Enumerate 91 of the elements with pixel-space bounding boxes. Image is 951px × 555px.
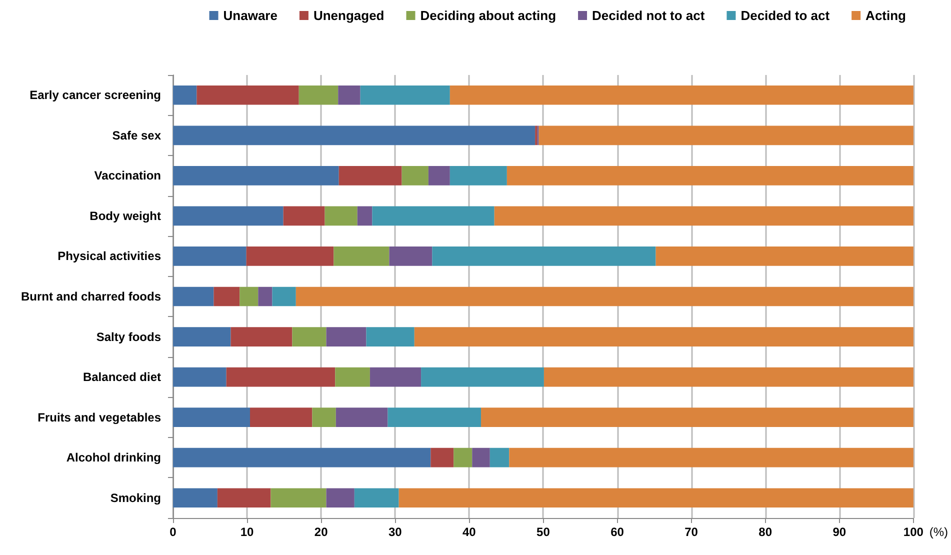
- x-tick-label: 70: [684, 525, 698, 539]
- bar: [430, 448, 454, 468]
- bar: [421, 367, 544, 387]
- y-tick-label: Smoking: [110, 490, 161, 505]
- bar: [324, 206, 358, 226]
- y-tick-label: Physical activities: [58, 249, 162, 264]
- bar: [370, 367, 422, 387]
- bar: [414, 327, 914, 346]
- legend-label: Deciding about acting: [420, 8, 556, 23]
- y-tick-label: Vaccination: [94, 168, 161, 183]
- bar: [472, 448, 490, 468]
- legend-label: Decided not to act: [592, 8, 706, 23]
- legend-label: Unengaged: [313, 8, 384, 23]
- bar: [450, 166, 507, 186]
- bar: [296, 286, 914, 306]
- bar: [428, 166, 450, 186]
- bar: [357, 206, 372, 226]
- bar: [506, 166, 914, 186]
- x-tick-label: 0: [170, 525, 177, 539]
- x-tick-label: 50: [536, 525, 550, 539]
- bar: [481, 408, 914, 427]
- y-tick-label: Alcohol drinking: [66, 450, 161, 465]
- bar: [334, 246, 390, 266]
- y-tick-label: Early cancer screening: [30, 88, 161, 102]
- bar: [402, 166, 428, 186]
- bar: [338, 85, 360, 105]
- bar: [336, 408, 388, 427]
- bar: [173, 166, 339, 186]
- x-tick-label: 40: [462, 525, 476, 539]
- bar: [454, 448, 472, 468]
- bar: [388, 408, 482, 427]
- legend-label: Unaware: [223, 8, 278, 23]
- bar: [326, 488, 354, 508]
- legend-label: Acting: [866, 8, 906, 23]
- bar: [292, 327, 326, 346]
- bar: [270, 488, 326, 508]
- bar: [196, 85, 299, 105]
- bar: [173, 327, 231, 346]
- y-tick-label: Salty foods: [96, 330, 162, 344]
- legend-label: Decided to act: [740, 8, 830, 23]
- bar: [509, 448, 914, 468]
- bar: [173, 206, 284, 226]
- bar: [240, 286, 258, 306]
- x-tick-label: 30: [388, 525, 402, 539]
- bar: [173, 286, 214, 306]
- bar: [372, 206, 494, 226]
- x-tick-label: 10: [240, 525, 254, 539]
- bar: [217, 488, 271, 508]
- bar: [173, 448, 431, 468]
- bar: [250, 408, 312, 427]
- bar: [173, 367, 226, 387]
- bar: [354, 488, 399, 508]
- bar: [173, 408, 250, 427]
- bar: [173, 488, 218, 508]
- bar: [298, 85, 338, 105]
- bar: [246, 246, 334, 266]
- x-tick-label: 20: [314, 525, 328, 539]
- bar: [173, 85, 197, 105]
- bar: [398, 488, 914, 508]
- bar: [312, 408, 336, 427]
- bar: [432, 246, 656, 266]
- bar: [544, 367, 914, 387]
- bar: [214, 286, 240, 306]
- bar: [360, 85, 450, 105]
- x-tick-label: 80: [758, 525, 772, 539]
- bar: [258, 286, 272, 306]
- bar: [173, 126, 536, 146]
- bar: [272, 286, 296, 306]
- bar: [656, 246, 914, 266]
- bar: [490, 448, 510, 468]
- y-tick-label: Fruits and vegetables: [38, 410, 162, 424]
- bar: [538, 126, 914, 146]
- x-tick-label: 100: [903, 525, 924, 539]
- bar: [366, 327, 414, 346]
- bar: [326, 327, 366, 346]
- x-axis-title: (%): [929, 525, 948, 539]
- bar: [226, 367, 336, 387]
- bar: [389, 246, 432, 266]
- bar: [335, 367, 370, 387]
- bar: [494, 206, 914, 226]
- bar: [173, 246, 246, 266]
- y-tick-label: Safe sex: [112, 128, 162, 142]
- x-tick-label: 90: [832, 525, 846, 539]
- bar: [338, 166, 402, 186]
- x-tick-label: 60: [610, 525, 624, 539]
- bar: [230, 327, 292, 346]
- bar: [283, 206, 325, 226]
- bar: [450, 85, 914, 105]
- y-tick-label: Body weight: [90, 208, 161, 223]
- y-tick-label: Balanced diet: [82, 370, 161, 384]
- y-tick-label: Burnt and charred foods: [20, 290, 162, 304]
